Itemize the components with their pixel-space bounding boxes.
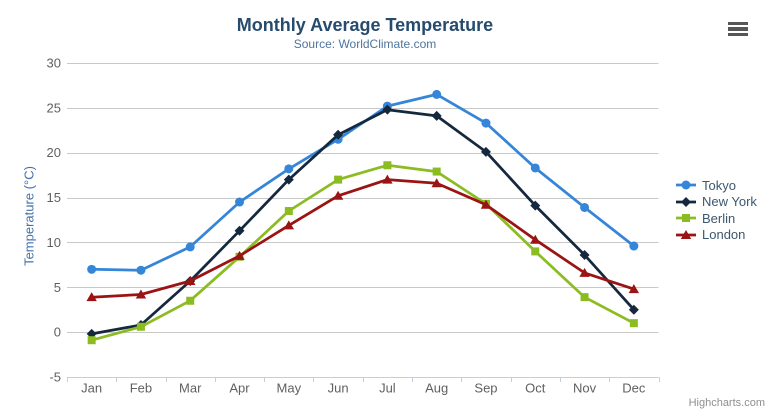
marker-tokyo-11[interactable]	[629, 241, 639, 251]
marker-new-york-3[interactable]	[234, 225, 245, 236]
marker-berlin-10[interactable]	[580, 293, 589, 302]
marker-new-york-8[interactable]	[480, 146, 491, 157]
chart-title: Monthly Average Temperature	[236, 15, 494, 35]
x-axis-label: Mar	[179, 381, 202, 396]
x-axis-label: Nov	[573, 381, 597, 396]
x-axis-label: Jul	[379, 381, 396, 396]
series-tokyo	[87, 89, 639, 275]
legend-marker-new-york-icon	[676, 196, 696, 207]
legend-item-new-york[interactable]: New York	[675, 194, 757, 211]
marker-berlin-5[interactable]	[334, 175, 343, 184]
marker-new-york-11[interactable]	[628, 304, 639, 315]
legend-label-tokyo: Tokyo	[702, 177, 736, 193]
chart-subtitle: Source: WorldClimate.com	[293, 37, 437, 51]
y-axis-label: 10	[47, 235, 61, 250]
export-menu-button[interactable]	[725, 19, 751, 39]
legend-item-berlin[interactable]: Berlin	[675, 210, 757, 227]
series-new-york	[86, 104, 639, 339]
x-axis-label: Aug	[425, 381, 448, 396]
series-london	[86, 174, 640, 302]
legend-marker-london-icon	[676, 229, 696, 239]
marker-berlin-11[interactable]	[629, 319, 638, 328]
marker-new-york-6[interactable]	[382, 104, 393, 115]
marker-tokyo-0[interactable]	[87, 264, 97, 274]
legend-item-tokyo[interactable]: Tokyo	[675, 177, 757, 194]
legend-symbol[interactable]	[681, 196, 691, 207]
marker-berlin-7[interactable]	[432, 167, 441, 176]
marker-new-york-9[interactable]	[530, 200, 541, 211]
legend-item-london[interactable]: London	[675, 227, 757, 244]
x-axis-label: Dec	[622, 381, 646, 396]
marker-london-4[interactable]	[283, 220, 295, 230]
marker-berlin-4[interactable]	[284, 207, 293, 216]
series-line-berlin[interactable]	[90, 163, 636, 342]
legend-symbol[interactable]	[682, 214, 690, 223]
marker-new-york-4[interactable]	[283, 174, 294, 185]
marker-berlin-9[interactable]	[531, 247, 540, 256]
marker-london-7[interactable]	[431, 178, 442, 188]
legend: Tokyo New York Berlin London	[675, 177, 757, 243]
marker-tokyo-2[interactable]	[185, 242, 195, 252]
series-line-new-york[interactable]	[90, 108, 636, 336]
y-axis-label: 20	[47, 145, 61, 160]
marker-berlin-2[interactable]	[186, 296, 195, 305]
y-axis-label: -5	[49, 370, 61, 385]
legend-symbol[interactable]	[681, 180, 691, 190]
marker-new-york-7[interactable]	[431, 110, 442, 121]
marker-tokyo-4[interactable]	[284, 164, 294, 174]
marker-tokyo-10[interactable]	[580, 202, 590, 212]
marker-tokyo-7[interactable]	[432, 89, 442, 99]
highcharts-credit-link[interactable]: Highcharts.com	[688, 397, 765, 409]
marker-london-3[interactable]	[234, 250, 245, 260]
x-axis-label: Oct	[525, 381, 546, 396]
marker-london-5[interactable]	[332, 190, 344, 200]
marker-berlin-0[interactable]	[87, 336, 96, 345]
legend-label-new-york: New York	[702, 194, 757, 210]
marker-london-2[interactable]	[185, 276, 196, 286]
marker-tokyo-1[interactable]	[136, 265, 146, 275]
y-axis-label: 30	[47, 56, 61, 71]
marker-tokyo-9[interactable]	[530, 163, 540, 173]
marker-london-10[interactable]	[579, 267, 590, 277]
legend-marker-berlin-icon	[676, 214, 696, 223]
x-axis-label: Jun	[328, 381, 349, 396]
legend-label-london: London	[702, 227, 746, 243]
y-axis-label: 25	[47, 100, 61, 115]
x-axis-label: Jan	[81, 381, 102, 396]
marker-london-9[interactable]	[530, 234, 541, 244]
hamburger-menu-icon	[728, 22, 748, 36]
y-axis-label: 0	[54, 325, 61, 340]
marker-london-0[interactable]	[86, 292, 97, 302]
marker-tokyo-8[interactable]	[481, 118, 491, 128]
y-axis-title: Temperature (°C)	[21, 166, 37, 266]
x-axis-label: Feb	[130, 381, 152, 396]
marker-new-york-5[interactable]	[333, 129, 344, 140]
marker-london-11[interactable]	[628, 284, 640, 294]
series-line-london[interactable]	[90, 178, 636, 299]
marker-london-1[interactable]	[135, 289, 147, 299]
y-axis-label: 5	[54, 280, 61, 295]
marker-new-york-10[interactable]	[579, 249, 590, 260]
marker-london-6[interactable]	[382, 174, 393, 184]
series-berlin	[87, 161, 638, 345]
marker-london-8[interactable]	[480, 199, 492, 209]
marker-berlin-1[interactable]	[136, 322, 145, 331]
marker-berlin-6[interactable]	[383, 161, 392, 170]
y-axis-label: 15	[47, 190, 61, 205]
legend-label-berlin: Berlin	[702, 210, 736, 226]
legend-symbol[interactable]	[680, 229, 692, 239]
x-axis-label: Apr	[229, 381, 250, 396]
marker-tokyo-3[interactable]	[235, 197, 245, 207]
legend-marker-tokyo-icon	[676, 180, 696, 190]
x-axis-label: Sep	[474, 381, 497, 396]
x-axis-label: May	[277, 381, 302, 396]
